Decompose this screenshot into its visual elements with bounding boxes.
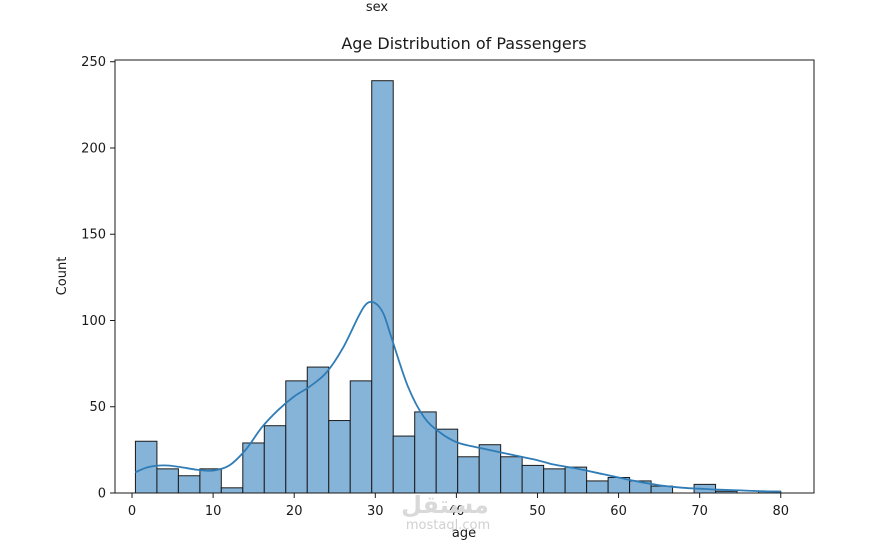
histogram-bar-21 bbox=[586, 480, 609, 494]
histogram-bar-14 bbox=[435, 428, 459, 494]
histogram-bar-18 bbox=[521, 464, 545, 494]
histogram-bar-7 bbox=[285, 380, 308, 494]
x-tick-label-20: 20 bbox=[286, 504, 303, 519]
x-tick-label-50: 50 bbox=[529, 504, 546, 519]
x-tick-label-30: 30 bbox=[367, 504, 384, 519]
histogram-bar-12 bbox=[392, 435, 416, 494]
histogram-bar-6 bbox=[263, 425, 287, 494]
histogram-bar-17 bbox=[500, 456, 523, 494]
x-tick-label-60: 60 bbox=[610, 504, 627, 519]
histogram-bar-3 bbox=[199, 468, 222, 494]
histogram-bar-1 bbox=[156, 468, 179, 494]
y-tick-label-100: 100 bbox=[81, 314, 106, 329]
y-tick-label-250: 250 bbox=[81, 55, 106, 70]
histogram-bar-20 bbox=[564, 466, 588, 494]
histogram-bar-19 bbox=[543, 468, 566, 494]
histogram-bar-4 bbox=[220, 487, 244, 494]
watermark-logo: مستقل bbox=[401, 491, 489, 519]
histogram-bar-13 bbox=[414, 411, 437, 494]
chart-title: Age Distribution of Passengers bbox=[341, 34, 586, 53]
x-axis-label: age bbox=[452, 526, 476, 541]
kde-curve bbox=[134, 300, 781, 493]
x-axis-ticks: 0 10 20 30 40 50 60 70 80 bbox=[128, 493, 789, 519]
y-tick-label-200: 200 bbox=[81, 141, 106, 156]
plot-frame bbox=[114, 59, 815, 494]
histogram-bar-15 bbox=[457, 456, 480, 494]
histogram-bars bbox=[134, 80, 782, 494]
y-tick-label-0: 0 bbox=[98, 487, 106, 502]
histogram-bar-9 bbox=[328, 420, 351, 494]
x-tick-label-10: 10 bbox=[205, 504, 222, 519]
y-axis-ticks: 0 50 100 150 200 250 bbox=[81, 55, 115, 502]
stray-sex-label: sex bbox=[366, 0, 389, 15]
histogram-bar-2 bbox=[177, 475, 201, 494]
watermark-url: mostaql.com bbox=[406, 518, 490, 533]
x-tick-label-0: 0 bbox=[128, 504, 136, 519]
y-axis-label: Count bbox=[55, 257, 70, 296]
histogram-bar-10 bbox=[349, 380, 373, 494]
x-tick-label-80: 80 bbox=[772, 504, 789, 519]
x-tick-label-70: 70 bbox=[691, 504, 708, 519]
y-tick-label-150: 150 bbox=[81, 228, 106, 243]
x-tick-label-40: 40 bbox=[448, 504, 465, 519]
histogram-bar-11 bbox=[371, 80, 394, 494]
y-tick-label-50: 50 bbox=[89, 400, 106, 415]
